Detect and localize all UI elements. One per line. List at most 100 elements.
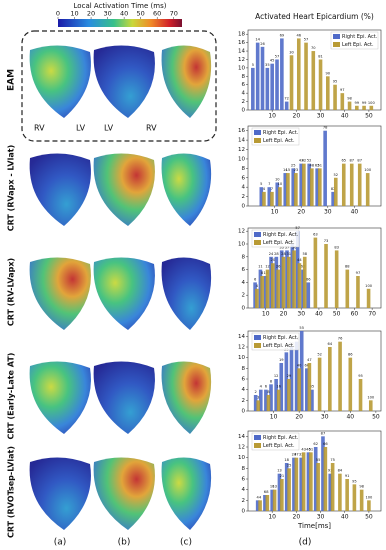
data-label: 52 [333, 173, 338, 177]
y-tick-label: 10 [238, 242, 245, 248]
bar [277, 473, 282, 511]
x-tick-label: 50 [365, 514, 373, 521]
data-label: 12 [274, 374, 279, 378]
heart [29, 457, 91, 530]
data-label: 40 [297, 363, 302, 367]
bar [263, 495, 267, 511]
legend-swatch [333, 42, 340, 47]
x-tick-label: 30 [297, 311, 305, 318]
bar [253, 395, 258, 411]
data-label: 63 [313, 233, 318, 237]
bar [269, 384, 273, 411]
bar [280, 479, 284, 511]
y-tick-label: 6 [242, 82, 246, 88]
bar [275, 182, 280, 206]
bar [251, 67, 255, 110]
bar [284, 463, 289, 511]
data-label: 44 [297, 258, 302, 262]
y-tick-label: 14 [238, 334, 245, 340]
x-axis-label: Time[ms] [297, 522, 331, 530]
data-label: 93 [328, 469, 333, 473]
data-label: 25 [287, 463, 292, 467]
data-label: 64 [328, 342, 333, 346]
y-tick-label: 10 [238, 65, 245, 71]
data-label: 51 [309, 447, 314, 451]
x-tick-label: 50 [333, 311, 341, 318]
x-tick-label: 50 [365, 113, 373, 120]
row-label: CRT (Early-Late AT) [7, 353, 16, 440]
bar [358, 379, 363, 411]
data-label: 88 [345, 265, 350, 269]
bar [283, 173, 288, 206]
x-tick-label: 60 [351, 311, 359, 318]
data-label: 100 [364, 168, 372, 172]
data-label: 36 [292, 245, 297, 249]
bar [272, 489, 277, 511]
bar [306, 452, 311, 511]
y-tick-label: 12 [238, 445, 245, 451]
bar [281, 256, 286, 308]
y-tick-label: 8 [242, 466, 246, 472]
y-tick-label: 0 [242, 409, 246, 415]
colorbar-tick-label: 50 [137, 10, 145, 18]
bar [278, 187, 282, 206]
bar [267, 187, 272, 206]
bar [369, 105, 374, 110]
data-label: 11 [258, 265, 263, 269]
bar [313, 447, 318, 511]
data-label: 16 [276, 385, 281, 389]
data-label: 100 [367, 395, 375, 399]
bar [340, 93, 345, 110]
bar [256, 400, 261, 411]
data-label: 65 [310, 385, 315, 389]
bar [367, 500, 371, 511]
bar [324, 244, 328, 308]
data-label: 31 [286, 252, 291, 256]
bar [313, 237, 318, 308]
legend-box [251, 432, 300, 451]
data-label: 29 [287, 374, 292, 378]
bar [310, 168, 314, 206]
bar [365, 173, 370, 206]
y-tick-label: 14 [238, 434, 245, 440]
data-label: 75 [330, 458, 335, 462]
legend-label: Right Epi. Act. [263, 232, 299, 238]
bar [333, 84, 337, 110]
bar [280, 38, 284, 110]
x-tick-label: 10 [268, 514, 276, 521]
bar [265, 67, 270, 110]
data-label: 55 [316, 458, 321, 462]
data-label: 3 [257, 395, 259, 399]
colorbar-tick-label: 60 [153, 10, 161, 18]
bar [294, 457, 299, 511]
bar [255, 500, 260, 511]
x-tick-label: 10 [268, 113, 276, 120]
data-label: 15 [286, 168, 291, 172]
legend-swatch [254, 435, 261, 440]
bar [299, 163, 303, 206]
legend-label: Left Epi. Act. [263, 343, 295, 349]
data-label: 8 [270, 379, 273, 383]
heart [29, 257, 91, 330]
bar [323, 130, 327, 206]
bar [315, 168, 319, 206]
heart-label: RV [34, 124, 45, 133]
data-label: 28 [281, 252, 286, 256]
bar [345, 479, 349, 511]
bar [307, 363, 312, 411]
bar [318, 59, 323, 110]
bar [292, 457, 296, 511]
y-tick-label: 6 [242, 377, 246, 383]
data-label: 13 [272, 485, 277, 489]
x-tick-label: 40 [341, 113, 349, 120]
bar [286, 173, 290, 206]
y-tick-label: 14 [238, 49, 245, 55]
bar [296, 38, 301, 110]
heart [29, 45, 91, 118]
data-label: 10 [278, 182, 283, 186]
bar [276, 389, 281, 411]
data-label: 7 [271, 187, 273, 191]
x-tick-label: 10 [262, 311, 270, 318]
bar [302, 256, 307, 308]
